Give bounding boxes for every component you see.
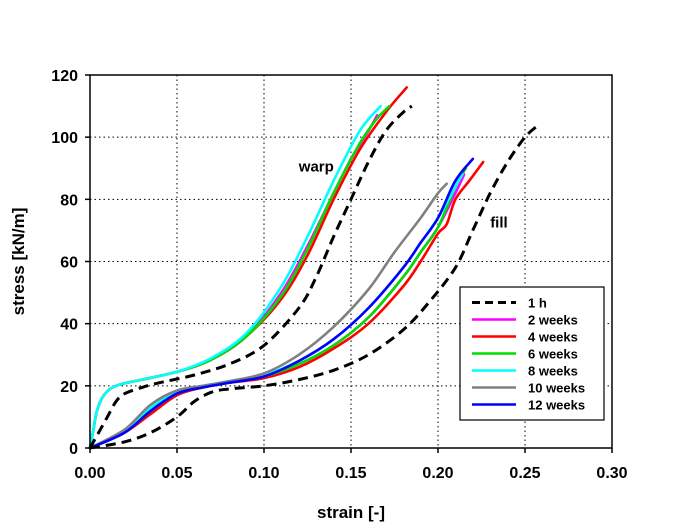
- series-line-fill-1-h: [89, 123, 540, 450]
- legend: 1 h 2 weeks 4 weeks 6 weeks 8 weeks 10 weeks 1…: [459, 286, 605, 421]
- legend-label-2-weeks: 2 weeks: [528, 313, 578, 328]
- series-line-warp-1-h: [88, 104, 413, 449]
- legend-label-8-weeks: 8 weeks: [528, 364, 578, 379]
- annotation-fill: fill: [490, 214, 508, 231]
- y-tick-label: 20: [60, 379, 78, 396]
- x-tick-label: 0.10: [248, 465, 279, 482]
- series-line-fill-6-weeks: [88, 167, 468, 450]
- x-tick-labels: 0.00 0.05 0.10 0.15 0.20 0.25 0.30: [74, 448, 628, 482]
- annotation-warp: warp: [298, 158, 334, 175]
- y-tick-label: 100: [51, 130, 78, 147]
- y-tick-label: 40: [60, 317, 78, 334]
- y-tick-label: 120: [51, 68, 78, 85]
- series-layer: [88, 86, 540, 450]
- x-tick-label: 0.05: [161, 465, 192, 482]
- series-line-fill-8-weeks: [88, 173, 464, 450]
- legend-label-12-weeks: 12 weeks: [528, 398, 585, 413]
- x-axis-title: strain [-]: [317, 503, 385, 522]
- y-tick-label: 80: [60, 192, 78, 209]
- legend-label-6-weeks: 6 weeks: [528, 347, 578, 362]
- x-tick-label: 0.25: [509, 465, 540, 482]
- series-line-fill-10-weeks: [88, 182, 448, 450]
- series-line-warp-4-weeks: [88, 86, 408, 450]
- legend-label-1-h: 1 h: [528, 296, 547, 311]
- series-line-fill-4-weeks: [88, 160, 485, 450]
- series-line-fill-12-weeks: [88, 157, 475, 450]
- x-tick-label: 0.30: [596, 465, 627, 482]
- legend-label-4-weeks: 4 weeks: [528, 330, 578, 345]
- x-tick-label: 0.20: [422, 465, 453, 482]
- series-line-warp-8-weeks: [88, 104, 382, 450]
- series-line-warp-2-weeks: [88, 114, 379, 450]
- x-tick-label: 0.15: [335, 465, 366, 482]
- y-axis-title: stress [kN/m]: [9, 208, 28, 316]
- y-tick-label: 60: [60, 255, 78, 272]
- x-tick-label: 0.00: [74, 465, 105, 482]
- y-tick-label: 0: [69, 441, 78, 458]
- legend-label-10-weeks: 10 weeks: [528, 381, 585, 396]
- y-tick-labels: 0 20 40 60 80 100 120: [51, 68, 90, 458]
- annotations: warp fill: [298, 158, 508, 231]
